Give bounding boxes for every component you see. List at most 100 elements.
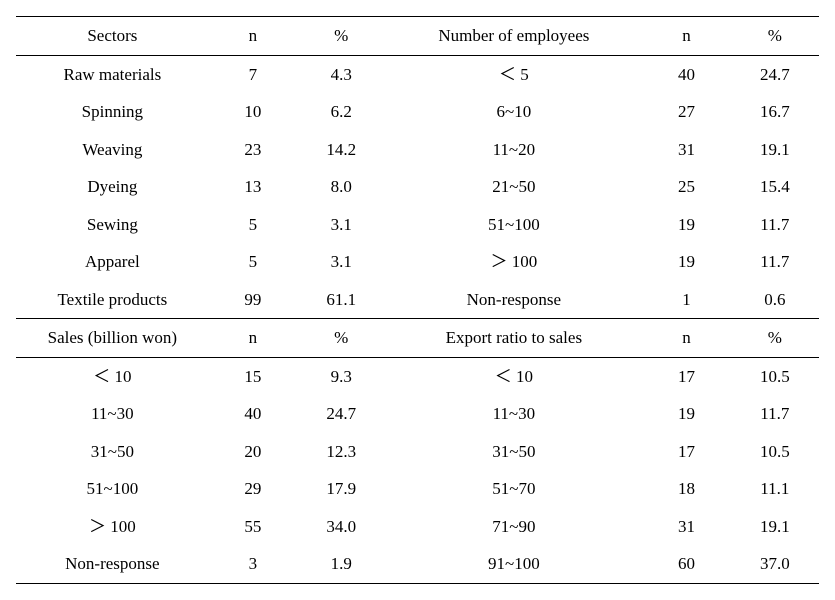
cell: 11~20 — [385, 131, 642, 169]
cell: 5 — [209, 243, 297, 281]
cell: 15 — [209, 357, 297, 395]
cell: 3.1 — [297, 243, 385, 281]
cell: 23 — [209, 131, 297, 169]
cell: 17.9 — [297, 470, 385, 508]
cell: 17 — [642, 433, 730, 471]
cell: 34.0 — [297, 508, 385, 546]
cell: ＜ 10 — [16, 357, 209, 395]
cell: 91~100 — [385, 545, 642, 583]
table-row: 31~50 20 12.3 31~50 17 10.5 — [16, 433, 819, 471]
header-cell: n — [642, 319, 730, 358]
cell: 24.7 — [297, 395, 385, 433]
table-row: Textile products 99 61.1 Non-response 1 … — [16, 281, 819, 319]
cell: 9.3 — [297, 357, 385, 395]
cell: 11~30 — [16, 395, 209, 433]
cell: 31~50 — [16, 433, 209, 471]
cell: 31 — [642, 131, 730, 169]
cell: ＜ 10 — [385, 357, 642, 395]
cell: 18 — [642, 470, 730, 508]
table-row: Non-response 3 1.9 91~100 60 37.0 — [16, 545, 819, 583]
cell: 3.1 — [297, 206, 385, 244]
cell: 37.0 — [731, 545, 819, 583]
cell: 17 — [642, 357, 730, 395]
table-row: Dyeing 13 8.0 21~50 25 15.4 — [16, 168, 819, 206]
table-row: 51~100 29 17.9 51~70 18 11.1 — [16, 470, 819, 508]
cell: Weaving — [16, 131, 209, 169]
cell: 20 — [209, 433, 297, 471]
cell: 3 — [209, 545, 297, 583]
header-cell: % — [731, 319, 819, 358]
cell: 10.5 — [731, 433, 819, 471]
cell: ＞ 100 — [16, 508, 209, 546]
cell: 29 — [209, 470, 297, 508]
table-row: 11~30 40 24.7 11~30 19 11.7 — [16, 395, 819, 433]
cell: 51~100 — [16, 470, 209, 508]
cell: Dyeing — [16, 168, 209, 206]
table-row: Apparel 5 3.1 ＞ 100 19 11.7 — [16, 243, 819, 281]
cell: 1 — [642, 281, 730, 319]
cell: 31 — [642, 508, 730, 546]
cell: 21~50 — [385, 168, 642, 206]
cell: 40 — [642, 55, 730, 93]
cell: 10.5 — [731, 357, 819, 395]
cell: 55 — [209, 508, 297, 546]
cell: 8.0 — [297, 168, 385, 206]
table-row: Sewing 5 3.1 51~100 19 11.7 — [16, 206, 819, 244]
cell: 51~100 — [385, 206, 642, 244]
header-cell: n — [209, 17, 297, 56]
cell: 10 — [209, 93, 297, 131]
cell: 13 — [209, 168, 297, 206]
cell: 25 — [642, 168, 730, 206]
cell: Sewing — [16, 206, 209, 244]
header-cell: Sales (billion won) — [16, 319, 209, 358]
cell: 12.3 — [297, 433, 385, 471]
cell: 24.7 — [731, 55, 819, 93]
cell: 11~30 — [385, 395, 642, 433]
cell: 1.9 — [297, 545, 385, 583]
cell: 19.1 — [731, 131, 819, 169]
cell: 14.2 — [297, 131, 385, 169]
cell: Spinning — [16, 93, 209, 131]
header-cell: Sectors — [16, 17, 209, 56]
cell: 11.1 — [731, 470, 819, 508]
cell: 19.1 — [731, 508, 819, 546]
cell: 0.6 — [731, 281, 819, 319]
table-row: ＞ 100 55 34.0 71~90 31 19.1 — [16, 508, 819, 546]
table-row: ＜ 10 15 9.3 ＜ 10 17 10.5 — [16, 357, 819, 395]
stats-table: Sectors n % Number of employees n % Raw … — [16, 16, 819, 584]
cell: 11.7 — [731, 243, 819, 281]
table-row: Raw materials 7 4.3 ＜ 5 40 24.7 — [16, 55, 819, 93]
cell: 61.1 — [297, 281, 385, 319]
header-cell: n — [642, 17, 730, 56]
header-cell: % — [297, 319, 385, 358]
cell: 99 — [209, 281, 297, 319]
cell: 19 — [642, 243, 730, 281]
cell: 11.7 — [731, 206, 819, 244]
cell: 16.7 — [731, 93, 819, 131]
cell: ＜ 5 — [385, 55, 642, 93]
cell: 27 — [642, 93, 730, 131]
section1-header-row: Sectors n % Number of employees n % — [16, 17, 819, 56]
header-cell: % — [297, 17, 385, 56]
cell: 4.3 — [297, 55, 385, 93]
table-row: Weaving 23 14.2 11~20 31 19.1 — [16, 131, 819, 169]
cell: Non-response — [385, 281, 642, 319]
cell: 71~90 — [385, 508, 642, 546]
cell: Apparel — [16, 243, 209, 281]
section2-header-row: Sales (billion won) n % Export ratio to … — [16, 319, 819, 358]
cell: 31~50 — [385, 433, 642, 471]
cell: 11.7 — [731, 395, 819, 433]
cell: Non-response — [16, 545, 209, 583]
cell: 51~70 — [385, 470, 642, 508]
cell: 15.4 — [731, 168, 819, 206]
cell: 19 — [642, 395, 730, 433]
header-cell: n — [209, 319, 297, 358]
cell: ＞ 100 — [385, 243, 642, 281]
cell: 6.2 — [297, 93, 385, 131]
cell: 60 — [642, 545, 730, 583]
cell: 19 — [642, 206, 730, 244]
header-cell: Number of employees — [385, 17, 642, 56]
cell: 40 — [209, 395, 297, 433]
header-cell: % — [731, 17, 819, 56]
cell: 6~10 — [385, 93, 642, 131]
